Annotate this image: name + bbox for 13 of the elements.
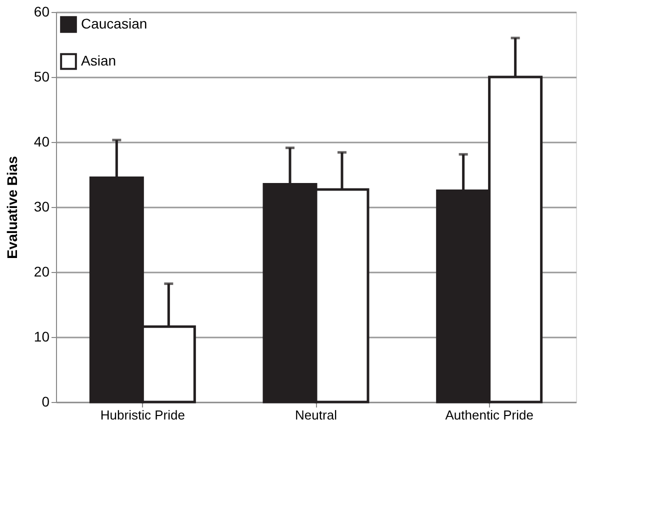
y-tick-label: 10: [34, 328, 50, 344]
y-tick-label: 50: [34, 68, 50, 84]
x-tick-label: Neutral: [295, 408, 338, 422]
y-axis-title: Evaluative Bias: [4, 156, 20, 259]
x-tick-label: Authentic Pride: [445, 408, 534, 422]
legend-label: Caucasian: [81, 16, 148, 32]
y-tick-label: 60: [34, 4, 50, 20]
y-tick-label: 20: [34, 264, 50, 280]
y-tick-label: 0: [42, 394, 50, 410]
y-tick-label: 30: [34, 198, 50, 214]
y-tick-label: 40: [34, 134, 50, 150]
x-tick-label: Hubristic Pride: [100, 408, 185, 422]
legend-label: Asian: [81, 52, 116, 68]
